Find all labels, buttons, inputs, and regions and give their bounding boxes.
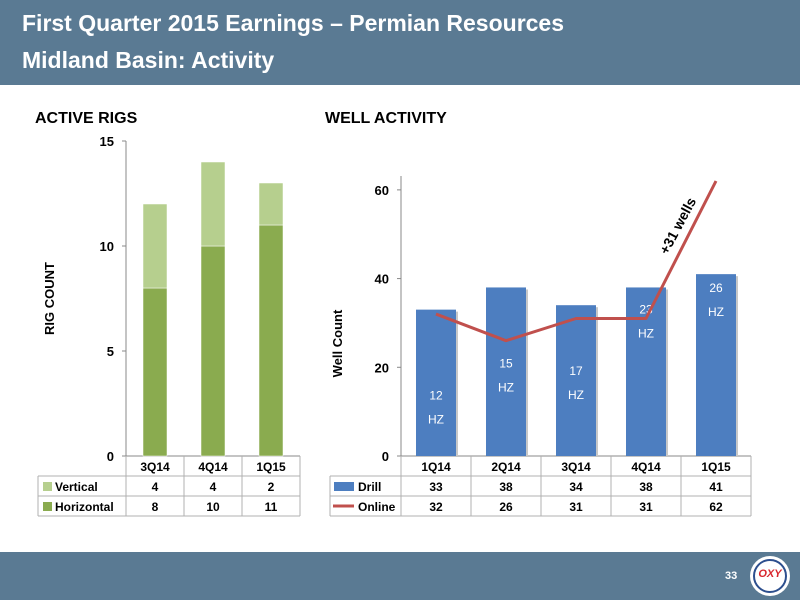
- slide-title: First Quarter 2015 Earnings – Permian Re…: [22, 10, 565, 36]
- oxy-logo: OXY: [750, 556, 790, 596]
- rigs-x-tick-label: 1Q15: [256, 460, 286, 474]
- wells-bar-label-unit: HZ: [708, 305, 724, 319]
- rigs-x-tick-label: 3Q14: [140, 460, 170, 474]
- wells-x-tick-label: 1Q14: [421, 460, 451, 474]
- rigs-table-value: 2: [268, 480, 275, 494]
- rigs-x-tick-label: 4Q14: [198, 460, 228, 474]
- rigs-table-value: 4: [152, 480, 159, 494]
- wells-bar-label-unit: HZ: [568, 388, 584, 402]
- wells-bar-label-unit: HZ: [428, 413, 444, 427]
- wells-x-tick-label: 3Q14: [561, 460, 591, 474]
- rigs-legend-label: Vertical: [55, 480, 98, 494]
- wells-bar-label-unit: HZ: [498, 380, 514, 394]
- wells-chart-title: WELL ACTIVITY: [325, 110, 447, 127]
- wells-table-value: 26: [499, 500, 513, 514]
- wells-table-value: 38: [499, 480, 513, 494]
- rigs-legend-swatch: [43, 482, 52, 491]
- logo-text: OXY: [758, 568, 782, 580]
- wells-bar-label-number: 15: [499, 356, 513, 370]
- wells-table-value: 31: [569, 500, 583, 514]
- wells-table-value: 31: [639, 500, 653, 514]
- wells-bar-drill: [486, 287, 526, 456]
- rigs-bar-horizontal: [258, 224, 284, 457]
- wells-legend-label: Drill: [358, 480, 381, 494]
- slide-header: First Quarter 2015 Earnings – Permian Re…: [0, 0, 800, 85]
- wells-table-value: 32: [429, 500, 443, 514]
- rigs-bar-vertical: [142, 203, 168, 289]
- rigs-bar-horizontal: [142, 287, 168, 457]
- wells-bar-label-unit: HZ: [638, 326, 654, 340]
- wells-bar-drill: [416, 309, 456, 456]
- wells-y-tick-label: 60: [375, 183, 389, 198]
- rigs-chart-title: ACTIVE RIGS: [35, 110, 138, 127]
- page-number: 33: [725, 570, 738, 582]
- rigs-y-tick-label: 15: [100, 134, 114, 149]
- wells-line-online: [435, 180, 718, 343]
- wells-bar-label-number: 12: [429, 389, 443, 403]
- wells-table-value: 34: [569, 480, 583, 494]
- rigs-y-tick-label: 5: [107, 344, 114, 359]
- rigs-table-value: 10: [206, 500, 220, 514]
- wells-x-tick-label: 2Q14: [491, 460, 521, 474]
- rigs-bar-vertical: [200, 161, 226, 247]
- rigs-legend-swatch: [43, 502, 52, 511]
- wells-bar-drill: [556, 305, 596, 456]
- wells-x-tick-label: 1Q15: [701, 460, 731, 474]
- rigs-table-value: 4: [210, 480, 217, 494]
- rigs-table-value: 11: [265, 500, 278, 514]
- slide-footer: 33: [0, 552, 800, 600]
- rigs-y-tick-label: 10: [100, 239, 114, 254]
- rigs-legend-label: Horizontal: [55, 500, 114, 514]
- wells-legend-label: Online: [358, 500, 396, 514]
- rigs-table-value: 8: [152, 500, 159, 514]
- wells-y-tick-label: 40: [375, 272, 389, 287]
- wells-table-value: 62: [709, 500, 723, 514]
- slide-subtitle: Midland Basin: Activity: [22, 47, 275, 73]
- logo-ring: [753, 559, 787, 593]
- rigs-y-axis-label: RIG COUNT: [42, 262, 57, 335]
- wells-table-value: 33: [429, 480, 443, 494]
- rigs-y-tick-label: 0: [107, 449, 114, 464]
- wells-bar-label-number: 26: [709, 281, 723, 295]
- wells-bar-drill: [696, 274, 736, 456]
- wells-table-value: 38: [639, 480, 653, 494]
- wells-x-tick-label: 4Q14: [631, 460, 661, 474]
- wells-legend-swatch: [334, 482, 354, 491]
- rigs-bar-vertical: [258, 182, 284, 226]
- wells-bar-label-number: 17: [569, 364, 583, 378]
- wells-y-tick-label: 20: [375, 360, 389, 375]
- wells-y-tick-label: 0: [382, 449, 389, 464]
- wells-y-axis-label: Well Count: [330, 309, 345, 377]
- wells-table-value: 41: [709, 480, 723, 494]
